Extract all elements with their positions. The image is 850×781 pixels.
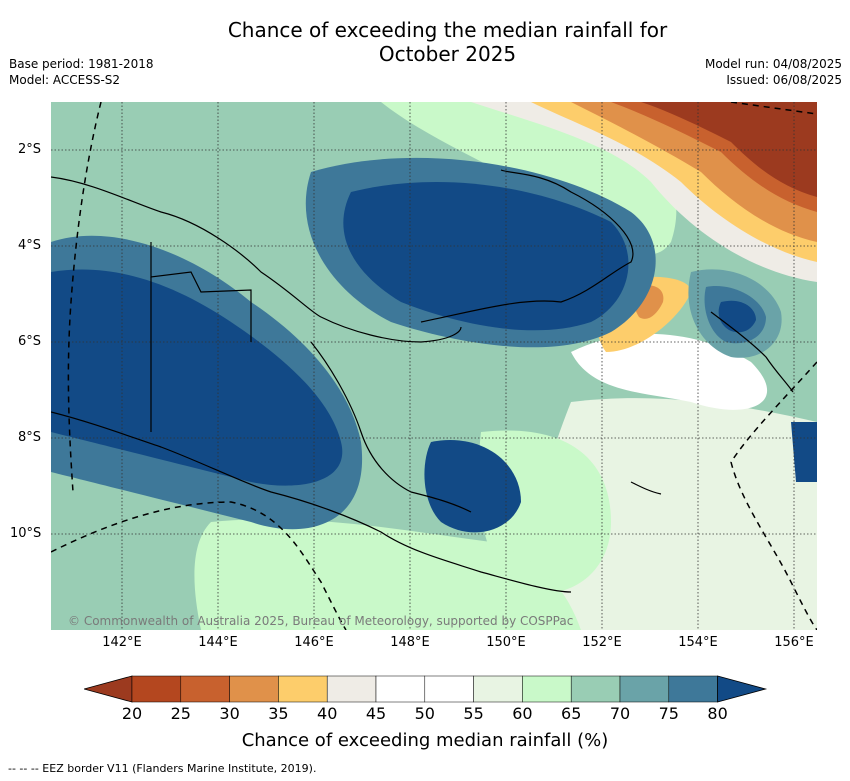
colorbar xyxy=(84,675,768,703)
dark-blue-region-edge xyxy=(791,422,817,482)
coastlines xyxy=(51,169,794,593)
eez-borders xyxy=(51,102,817,630)
lon-label-142e: 142°E xyxy=(102,635,142,650)
colorbar-segment xyxy=(619,675,670,703)
meta-left: Base period: 1981-2018 Model: ACCESS-S2 xyxy=(9,56,154,88)
colorbar-tick-label: 30 xyxy=(219,704,240,723)
dark-blue-region-north xyxy=(343,182,629,331)
rainfall-map xyxy=(51,102,817,630)
colorbar-segment xyxy=(326,675,377,703)
model-run: Model run: 04/08/2025 xyxy=(704,57,842,71)
meta-right: Model run: 04/08/2025 Issued: 06/08/2025 xyxy=(705,56,842,88)
eez-note: -- -- -- EEZ border V11 (Flanders Marine… xyxy=(8,762,317,775)
colorbar-segment xyxy=(473,675,523,703)
lon-label-144e: 144°E xyxy=(198,635,238,650)
lon-label-156e: 156°E xyxy=(774,635,814,650)
colorbar-segment xyxy=(278,675,328,703)
lon-label-154e: 154°E xyxy=(678,635,718,650)
colorbar-segment xyxy=(180,675,230,703)
colorbar-segment xyxy=(668,675,718,703)
colorbar-tick-label: 60 xyxy=(512,704,533,723)
colorbar-tick-label: 40 xyxy=(317,704,338,723)
white-region-east xyxy=(571,333,768,410)
dark-red-region xyxy=(641,102,817,197)
colorbar-segment xyxy=(131,675,182,703)
map-svg xyxy=(51,102,817,630)
lat-label-8s: 8°S xyxy=(18,430,42,445)
copyright: © Commonwealth of Australia 2025, Bureau… xyxy=(68,614,574,628)
grid xyxy=(51,102,817,630)
colorbar-tick-label: 35 xyxy=(268,704,289,723)
colorbar-label: Chance of exceeding median rainfall (%) xyxy=(241,730,609,751)
base-period: Base period: 1981-2018 xyxy=(9,57,154,71)
lon-label-150e: 150°E xyxy=(486,635,526,650)
colorbar-tick-label: 50 xyxy=(414,704,435,723)
dark-blue-region-west xyxy=(51,269,343,486)
colorbar-tick-label: 65 xyxy=(561,704,582,723)
colorbar-arrow-low xyxy=(84,675,133,703)
colorbar-tick-label: 75 xyxy=(658,704,679,723)
colorbar-tick-label: 45 xyxy=(365,704,387,723)
model-name: Model: ACCESS-S2 xyxy=(9,73,121,87)
lon-label-148e: 148°E xyxy=(390,635,430,650)
lon-label-146e: 146°E xyxy=(294,635,334,650)
title-line-1: Chance of exceeding the median rainfall … xyxy=(227,18,668,42)
lat-label-10s: 10°S xyxy=(10,526,42,541)
light-green-south xyxy=(194,519,581,630)
dark-blue-region-south xyxy=(424,440,521,533)
colorbar-tick-label: 20 xyxy=(121,704,143,723)
colorbar-segment xyxy=(570,675,621,703)
title-line-2: October 2025 xyxy=(378,42,517,66)
colorbar-segment xyxy=(424,675,474,703)
map-title: Chance of exceeding the median rainfall … xyxy=(0,18,850,66)
colorbar-tick-label: 80 xyxy=(707,704,728,723)
colorbar-tick-label: 55 xyxy=(463,704,484,723)
lat-label-2s: 2°S xyxy=(18,142,42,157)
lat-label-6s: 6°S xyxy=(18,334,42,349)
pale-region-southeast xyxy=(533,398,817,630)
issued-date: Issued: 06/08/2025 xyxy=(726,73,842,87)
colorbar-tick-label: 25 xyxy=(170,704,191,723)
colorbar-arrow-high xyxy=(717,675,768,703)
colorbar-segment xyxy=(522,675,572,703)
colorbar-segment xyxy=(229,675,279,703)
lat-label-4s: 4°S xyxy=(18,238,42,253)
colorbar-tick-label: 70 xyxy=(609,704,631,723)
colorbar-segment xyxy=(375,675,426,703)
lon-label-152e: 152°E xyxy=(582,635,622,650)
